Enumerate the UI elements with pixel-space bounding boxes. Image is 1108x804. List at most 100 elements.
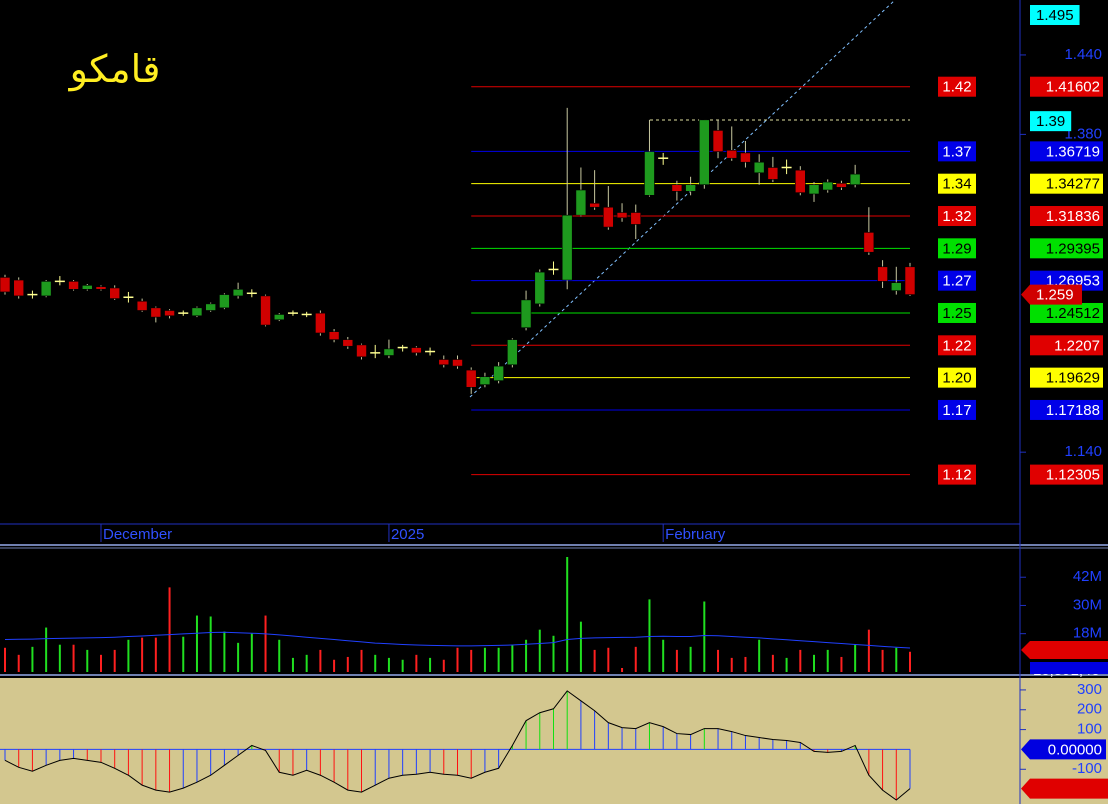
- level-value-label: 1.34277: [1046, 176, 1100, 193]
- level-label-box: [938, 335, 976, 356]
- level-short-label: 1.17: [942, 402, 971, 419]
- level-value-box: [1030, 367, 1103, 388]
- candle-body: [877, 266, 888, 282]
- marker-label: 1.39: [1036, 113, 1065, 130]
- candle-body: [904, 266, 916, 295]
- level-label-box: [938, 173, 976, 194]
- level-label-box: [938, 302, 976, 323]
- marker-box: [1030, 111, 1072, 132]
- candle-body: [273, 314, 285, 321]
- y-tick-label: 1.440: [1064, 46, 1102, 63]
- panel: 1.42 1.37 1.34 1.32 1.29 1.27 1.25 1.22 1.20 1.17…: [0, 76, 976, 485]
- candle-body: [95, 286, 107, 290]
- candle-body: [616, 212, 628, 219]
- last-price-label: 1.259: [1036, 287, 1074, 304]
- candle-body: [808, 184, 820, 195]
- level-short-label: 1.42: [942, 79, 971, 96]
- y-tick-label: 100: [1077, 721, 1102, 738]
- candle-body: [822, 181, 834, 191]
- candle-body: [411, 347, 422, 354]
- level-short-label: 1.20: [942, 370, 971, 387]
- level-short-label: 1.22: [942, 337, 971, 354]
- candle-body: [150, 307, 162, 318]
- volume-ma-line: [4, 631, 911, 649]
- candle-body: [726, 149, 738, 159]
- level-value-box: [1030, 173, 1103, 194]
- level-value-label: 1.24512: [1046, 305, 1100, 322]
- current-ma-box: [1030, 662, 1108, 674]
- candle-body: [136, 300, 148, 311]
- y-tick-label: 300: [1077, 681, 1102, 698]
- x-tick-label: 2025: [391, 526, 424, 543]
- last-value-box: [1021, 778, 1108, 799]
- current-volume-box: [1021, 641, 1108, 659]
- level-label-box: [938, 76, 976, 97]
- candle-body: [68, 281, 79, 290]
- level-label-box: [938, 367, 976, 388]
- y-tick-label: -100: [1072, 760, 1102, 777]
- y-tick-label: 42M: [1073, 568, 1102, 585]
- y-tick-label: 1.380: [1064, 125, 1102, 142]
- level-label-box: [938, 238, 976, 259]
- trend-line: [469, 0, 896, 398]
- candle-body: [342, 339, 354, 347]
- level-label-box: [938, 270, 976, 291]
- level-value-box: [1030, 238, 1103, 259]
- candle-body: [630, 212, 642, 225]
- candle-body: [438, 359, 450, 366]
- level-value-label: 1.2207: [1054, 337, 1100, 354]
- candle-body: [561, 214, 573, 281]
- candle-body: [191, 307, 203, 317]
- zero-label: 0.00000: [1048, 741, 1102, 758]
- y-tick-label: 18M: [1073, 625, 1102, 642]
- candle-body: [493, 365, 504, 381]
- panel: [0, 690, 911, 801]
- candle-body: [685, 184, 696, 192]
- candle-body: [753, 161, 765, 174]
- candle-body: [81, 285, 93, 290]
- level-short-label: 1.27: [942, 273, 971, 290]
- candle-body: [219, 294, 230, 309]
- candle-body: [13, 279, 25, 297]
- marker-box: [1030, 5, 1080, 25]
- level-label-box: [938, 141, 976, 162]
- candle-body: [205, 303, 216, 311]
- candle-body: [795, 169, 806, 193]
- oscillator-line: [4, 690, 911, 801]
- candle-body: [232, 289, 244, 297]
- candle-body: [164, 310, 175, 317]
- candle-body: [534, 271, 546, 305]
- candle-body: [603, 206, 614, 228]
- level-value-box: [1030, 206, 1103, 227]
- zero-label-box: [1021, 739, 1106, 760]
- candle-body: [863, 232, 875, 253]
- candle-body: [260, 295, 271, 326]
- candle-body: [328, 331, 340, 340]
- level-value-label: 1.19629: [1046, 370, 1100, 387]
- candle-body: [589, 202, 600, 208]
- candle-body: [315, 312, 326, 334]
- y-tick-label: 30M: [1073, 596, 1102, 613]
- level-value-label: 1.41602: [1046, 79, 1100, 96]
- marker-label: 1.495: [1036, 7, 1074, 24]
- level-short-label: 1.32: [942, 208, 971, 225]
- candle-body: [0, 277, 11, 293]
- candle-body: [740, 152, 751, 163]
- candle-body: [671, 184, 683, 192]
- level-value-box: [1030, 464, 1103, 485]
- candle-body: [109, 287, 120, 299]
- candle-body: [699, 119, 710, 186]
- candle-body: [520, 299, 532, 329]
- level-value-box: [1030, 302, 1103, 323]
- chart-title: قامكو: [68, 49, 161, 92]
- level-value-label: 1.29395: [1046, 240, 1100, 257]
- level-short-label: 1.25: [942, 305, 971, 322]
- x-tick-label: February: [665, 526, 726, 543]
- level-short-label: 1.37: [942, 143, 971, 160]
- y-tick-label: 200: [1077, 701, 1102, 718]
- candle-body: [767, 167, 779, 180]
- candle-body: [479, 376, 491, 385]
- level-label-box: [938, 399, 976, 420]
